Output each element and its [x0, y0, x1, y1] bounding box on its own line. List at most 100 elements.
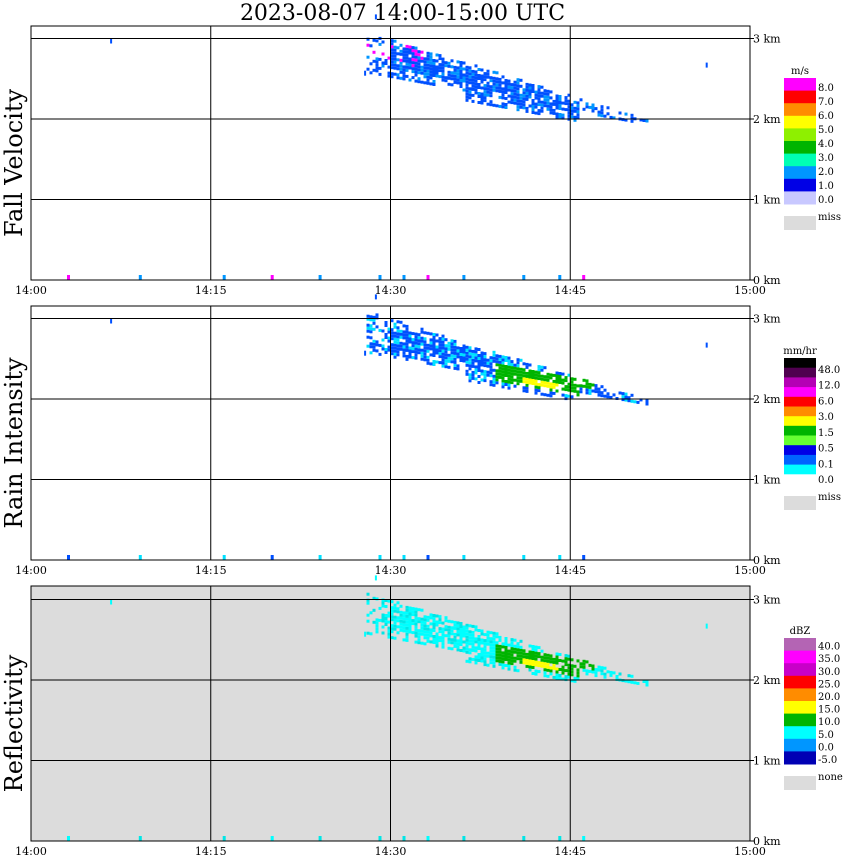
echo-cell	[462, 347, 466, 351]
echo-cell	[459, 350, 463, 353]
echo-cell	[417, 68, 421, 72]
ground-return	[270, 555, 274, 560]
echo-cell	[435, 614, 439, 618]
echo-cell	[453, 77, 457, 81]
echo-cell	[459, 70, 463, 73]
echo-cell	[444, 347, 448, 351]
echo-cell	[429, 73, 433, 77]
echo-cell	[426, 81, 430, 85]
echo-cell	[420, 354, 424, 358]
echo-cell	[513, 665, 517, 669]
echo-cell	[402, 623, 406, 627]
echo-cell	[378, 42, 382, 46]
colorbar-miss-swatch	[784, 216, 816, 230]
echo-cell	[468, 657, 472, 661]
echo-cell	[372, 68, 376, 72]
echo-cell	[411, 347, 415, 351]
echo-cell	[453, 71, 457, 75]
y-tick-label: 2 km	[753, 674, 781, 687]
echo-cell	[429, 362, 433, 366]
echo-cell	[435, 339, 439, 343]
echo-cell	[372, 348, 376, 352]
echo-cell	[417, 345, 421, 349]
echo-cell	[399, 320, 403, 324]
echo-cell	[372, 321, 376, 325]
echo-cell	[486, 654, 490, 658]
echo-cell	[447, 70, 451, 74]
echo-cell	[462, 356, 466, 360]
echo-cell	[630, 674, 634, 678]
echo-cell	[408, 618, 412, 622]
echo-cell	[501, 382, 505, 386]
echo-cell	[549, 111, 553, 115]
echo-cell	[603, 114, 607, 118]
echo-cell	[525, 386, 529, 390]
echo-cell	[411, 332, 415, 336]
echo-cell	[576, 104, 580, 108]
echo-cell	[381, 619, 385, 623]
echo-cell	[396, 350, 400, 354]
x-tick-label: 15:00	[734, 845, 766, 858]
echo-cell	[387, 611, 391, 615]
echo-cell	[375, 621, 379, 625]
echo-cell	[483, 654, 487, 658]
echo-cell	[573, 377, 577, 381]
echo-cell	[420, 348, 424, 352]
echo-cell	[516, 382, 520, 386]
echo-cell	[540, 109, 544, 113]
echo-cell	[462, 344, 466, 348]
echo-cell	[462, 88, 466, 92]
echo-cell	[453, 339, 457, 343]
echo-cell	[396, 610, 400, 614]
x-tick-label: 14:30	[375, 284, 407, 297]
colorbar-swatch	[784, 396, 816, 407]
echo-cell	[552, 382, 556, 386]
echo-cell	[489, 655, 493, 659]
echo-cell	[423, 642, 427, 646]
echo-cell	[558, 95, 562, 98]
echo-cell	[549, 382, 553, 386]
echo-cell	[534, 105, 538, 109]
echo-cell	[564, 99, 568, 103]
echo-cell	[468, 648, 472, 652]
colorbar-swatch	[784, 78, 816, 92]
echo-cell	[549, 391, 553, 395]
echo-cell	[492, 664, 496, 668]
echo-cell	[474, 368, 478, 372]
echo-cell	[549, 376, 553, 380]
echo-cell	[384, 623, 388, 626]
echo-cell	[504, 88, 508, 91]
echo-cell	[417, 641, 421, 645]
echo-cell	[402, 611, 406, 615]
x-tick-label: 14:30	[375, 845, 407, 858]
echo-cell	[498, 363, 502, 367]
echo-cell	[528, 659, 532, 663]
echo-cell	[528, 375, 532, 379]
echo-cell	[561, 116, 565, 120]
echo-cell	[369, 315, 373, 319]
echo-cell	[387, 348, 391, 352]
echo-cell	[480, 653, 484, 657]
echo-cell	[498, 635, 502, 639]
plot-frame	[30, 585, 751, 842]
echo-cell	[513, 644, 517, 648]
echo-cell	[393, 45, 397, 49]
echo-cell	[531, 99, 535, 102]
echo-cell	[429, 55, 433, 59]
echo-cell	[390, 75, 394, 79]
echo-cell	[465, 623, 469, 627]
echo-cell	[501, 355, 505, 359]
echo-cell	[498, 77, 502, 81]
echo-cell	[495, 86, 499, 90]
colorbar-miss-label: miss	[818, 492, 841, 503]
echo-cell	[411, 613, 415, 617]
echo-cell	[441, 60, 445, 64]
echo-cell	[525, 658, 529, 662]
echo-cell	[423, 633, 427, 637]
colorbar-label: 0.0	[818, 195, 834, 206]
echo-cell	[513, 650, 517, 654]
echo-cell	[474, 88, 478, 92]
echo-cell	[462, 634, 466, 638]
echo-cell	[408, 78, 412, 82]
echo-cell	[465, 641, 469, 645]
